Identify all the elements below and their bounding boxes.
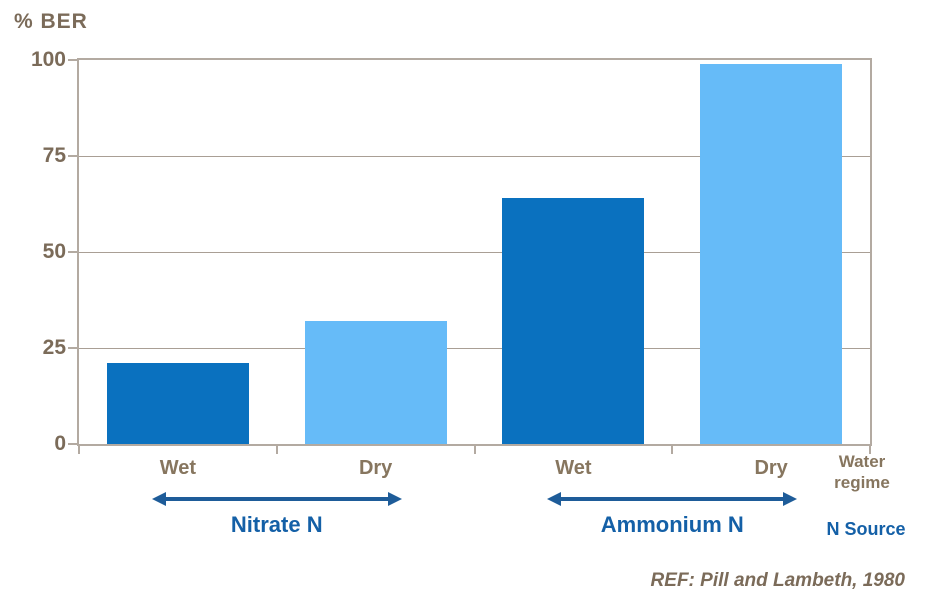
gridline bbox=[79, 156, 870, 157]
water-regime-axis-note: Water regime bbox=[834, 452, 890, 492]
gridline bbox=[79, 348, 870, 349]
y-tick-mark bbox=[68, 251, 77, 253]
y-tick-label: 50 bbox=[42, 240, 66, 263]
x-tick-mark bbox=[473, 446, 476, 454]
y-tick-label: 0 bbox=[54, 432, 66, 455]
x-tick-mark bbox=[78, 446, 80, 454]
n-source-axis-note: N Source bbox=[826, 519, 906, 539]
reference-text: REF: Pill and Lambeth, 1980 bbox=[650, 570, 905, 591]
x-tick-mark bbox=[671, 446, 674, 454]
plot-area bbox=[77, 58, 872, 446]
group-label: Nitrate N bbox=[230, 512, 323, 537]
group-arrow-shaft bbox=[163, 497, 390, 501]
x-category-label: Wet bbox=[159, 457, 197, 479]
bar bbox=[106, 363, 249, 444]
bar bbox=[502, 198, 645, 444]
y-tick-label: 25 bbox=[42, 336, 66, 359]
y-tick-mark bbox=[68, 59, 77, 61]
arrow-left-icon bbox=[151, 492, 166, 506]
group-arrow-shaft bbox=[559, 497, 786, 501]
x-category-label: Wet bbox=[555, 457, 592, 479]
arrow-left-icon bbox=[547, 492, 562, 506]
x-category-label: Dry bbox=[358, 457, 393, 479]
x-category-label: Dry bbox=[754, 457, 788, 479]
bar bbox=[700, 63, 843, 444]
arrow-right-icon bbox=[387, 492, 402, 506]
y-tick-mark bbox=[68, 155, 77, 157]
x-tick-mark bbox=[869, 446, 871, 454]
gridline bbox=[79, 252, 870, 253]
y-tick-mark bbox=[68, 443, 77, 445]
y-tick-label: 100 bbox=[30, 48, 66, 71]
y-tick-label: 75 bbox=[42, 144, 66, 167]
bar bbox=[304, 321, 447, 444]
arrow-right-icon bbox=[783, 492, 798, 506]
y-axis-title: % BER bbox=[14, 10, 88, 33]
y-tick-mark bbox=[68, 347, 77, 349]
group-label: Ammonium N bbox=[600, 512, 744, 537]
x-tick-mark bbox=[275, 446, 278, 454]
